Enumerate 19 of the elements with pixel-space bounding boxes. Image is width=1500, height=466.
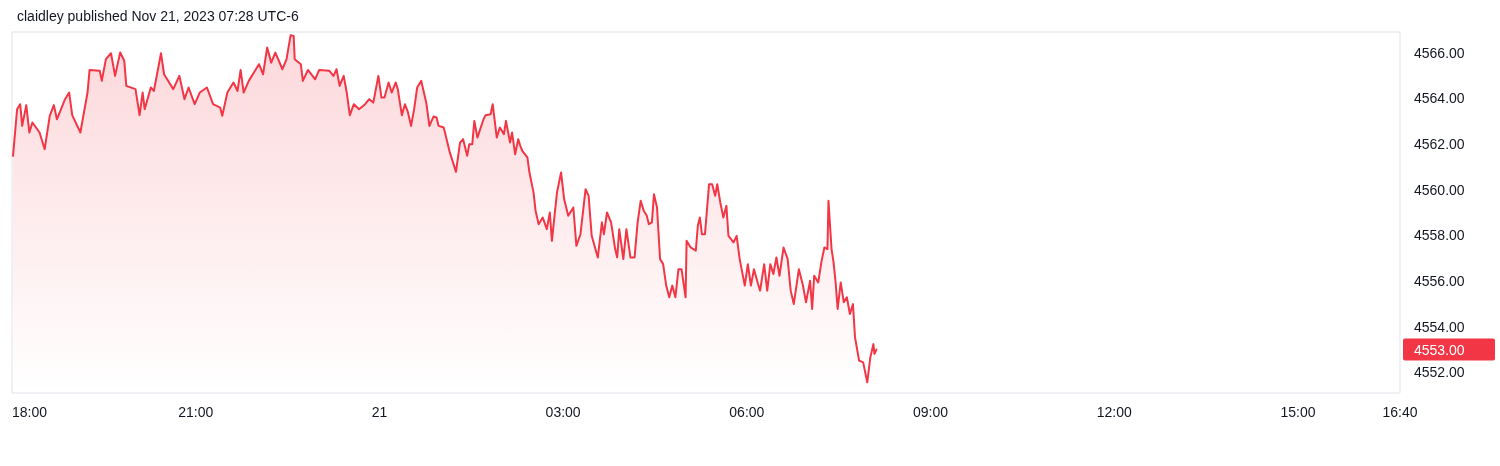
- chart-title: claidley published Nov 21, 2023 07:28 UTC-6: [17, 8, 299, 24]
- y-tick-label: 4552.00: [1414, 364, 1465, 381]
- x-tick-label: 09:00: [913, 404, 949, 420]
- y-tick-label: 4558.00: [1414, 227, 1465, 244]
- x-tick-label: 12:00: [1096, 404, 1132, 420]
- x-tick-label: 21:00: [178, 404, 214, 420]
- x-tick-label: 16:40: [1382, 404, 1418, 420]
- y-tick-label: 4560.00: [1414, 181, 1465, 198]
- x-tick-label: 03:00: [545, 404, 581, 420]
- y-tick-label: 4562.00: [1414, 135, 1465, 152]
- x-tick-label: 15:00: [1280, 404, 1316, 420]
- y-tick-label: 4564.00: [1414, 90, 1465, 107]
- x-tick-label: 06:00: [729, 404, 765, 420]
- x-tick-label: 18:00: [12, 404, 48, 420]
- y-tick-label: 4554.00: [1414, 318, 1465, 335]
- text: 4553.00: [1414, 341, 1465, 358]
- x-tick-label: 21: [371, 404, 388, 420]
- y-tick-label: 4566.00: [1414, 44, 1465, 61]
- y-tick-label: 4556.00: [1414, 273, 1465, 290]
